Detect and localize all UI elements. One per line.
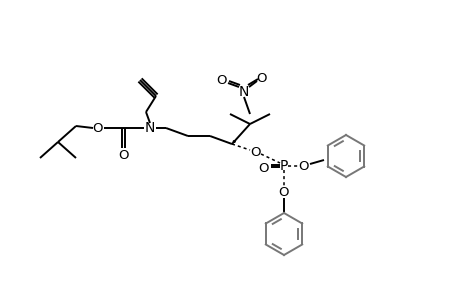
Text: N: N <box>145 121 155 135</box>
Text: O: O <box>118 148 129 161</box>
Text: O: O <box>258 161 269 175</box>
Text: O: O <box>256 71 267 85</box>
Text: O: O <box>278 185 289 199</box>
Text: O: O <box>216 74 227 86</box>
Text: P: P <box>279 159 287 173</box>
Text: •: • <box>230 137 237 147</box>
Text: N: N <box>238 85 249 99</box>
Text: O: O <box>93 122 103 134</box>
Text: O: O <box>298 160 308 172</box>
Text: O: O <box>250 146 261 158</box>
